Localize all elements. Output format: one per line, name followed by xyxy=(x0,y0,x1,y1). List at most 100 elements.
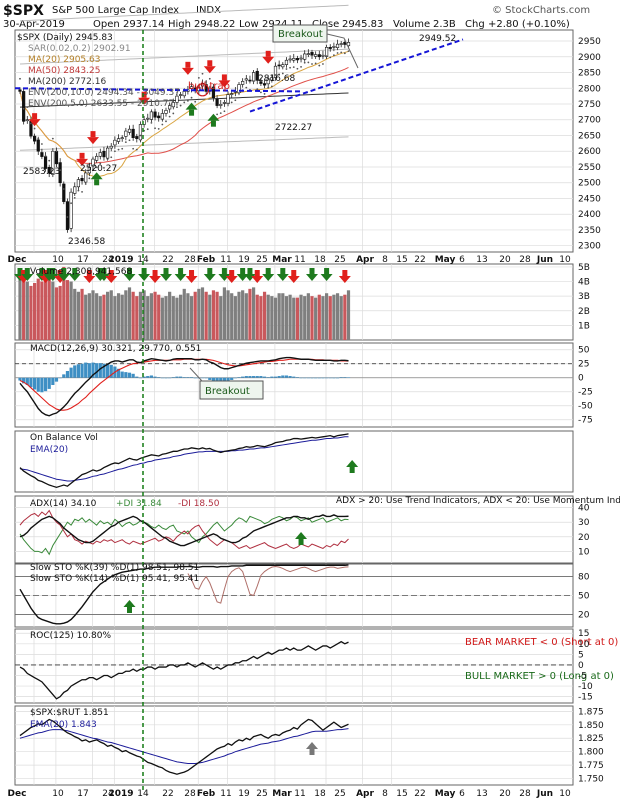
candle-body xyxy=(215,98,219,106)
x-tick-label-bottom: 6 xyxy=(459,789,465,799)
volume-buy-arrow-stem xyxy=(163,268,169,274)
legend-env10: ENV(200,10.0) 2494.34 - 3049.37 xyxy=(28,88,180,98)
macd-histogram-bar xyxy=(226,377,230,382)
frame-roc xyxy=(14,628,574,704)
sar-dot xyxy=(114,150,116,153)
sar-dot xyxy=(307,61,310,64)
candle-body xyxy=(255,70,259,81)
volume-bar xyxy=(168,291,172,340)
sar-dot xyxy=(135,148,138,151)
macd-title: MACD(12,26,9) 30.321, 29.770, 0.551 xyxy=(30,344,201,354)
x-tick-label-top: Dec xyxy=(8,255,27,265)
macd-histogram-bar xyxy=(142,376,146,378)
candle-body xyxy=(51,150,55,175)
obv-panel xyxy=(19,433,359,489)
ratio-line xyxy=(19,718,349,775)
price-panel-title: $SPX (Daily) 2945.83 xyxy=(17,33,113,43)
volume-bar xyxy=(69,281,73,340)
sar-dot xyxy=(73,196,76,199)
sar-dot xyxy=(289,66,291,69)
macd-histogram-bar xyxy=(22,377,26,384)
macd-tick-label: 25 xyxy=(578,360,589,370)
macd-histogram-bar xyxy=(284,375,289,378)
volume-bar xyxy=(252,287,256,340)
high-value: 2948.22 xyxy=(194,19,235,30)
macd-breakout-pointer xyxy=(189,367,203,382)
candle-body xyxy=(324,47,329,57)
macd-histogram-bar xyxy=(332,377,336,379)
open-label: Open xyxy=(93,19,120,30)
candle-body xyxy=(18,89,22,92)
volume-bar xyxy=(273,297,278,340)
x-tick-label-top: May xyxy=(435,255,456,265)
volume-sell-arrow-stem xyxy=(229,270,235,276)
volume-sell-arrow-head xyxy=(185,276,198,283)
roc-line xyxy=(19,640,349,700)
annotation-breakout: Breakout xyxy=(278,29,323,40)
candle-body xyxy=(270,77,274,81)
roc-tick-label: -5 xyxy=(578,672,587,682)
volume-bar xyxy=(146,296,150,340)
volume-bar xyxy=(343,294,347,340)
macd-histogram-bar xyxy=(266,377,270,378)
sar-dot xyxy=(292,66,295,69)
sar-dot xyxy=(172,112,175,115)
macd-histogram-bar xyxy=(273,376,278,378)
volume-bar xyxy=(22,278,26,340)
sar-dot xyxy=(81,190,83,193)
volume-sell-arrow-head xyxy=(105,276,118,283)
macd-histogram-bar xyxy=(259,376,263,378)
x-tick-label-bottom: Dec xyxy=(8,789,27,799)
sto39-line xyxy=(19,564,349,625)
adx-minus-di: -DI 18.50 xyxy=(178,499,220,509)
volume-buy-arrow-stem xyxy=(240,268,246,274)
axis-labels: 2950290028502800275027002650260025502500… xyxy=(578,37,604,785)
ratio-tick-label: 1.775 xyxy=(578,761,604,771)
price-sell-arrow-stem xyxy=(90,131,96,138)
x-tick-label-top: 22 xyxy=(414,255,425,265)
candle-body xyxy=(87,166,91,174)
price-buy-arrow-stem xyxy=(210,120,216,127)
x-tick-label-bottom: Jun xyxy=(536,789,553,799)
macd-histogram-bar xyxy=(138,377,143,379)
volume-bar xyxy=(106,291,110,340)
macd-histogram-bar xyxy=(116,368,121,378)
sto39-title: Slow STO %K(39) %D(1) 98.51, 98.51 xyxy=(30,563,199,573)
volume-bar xyxy=(299,294,303,340)
x-tick-label-bottom: 10 xyxy=(559,789,571,799)
sar-dot xyxy=(296,67,299,70)
volume-bar xyxy=(241,290,245,340)
sar-dot xyxy=(219,112,222,115)
exchange-label: INDX xyxy=(196,5,221,16)
roc-tick-label: -10 xyxy=(578,682,593,692)
candle-body xyxy=(102,150,106,158)
candle-body xyxy=(219,104,223,106)
macd-histogram-bar xyxy=(335,377,340,379)
ratio-tick-label: 1.750 xyxy=(578,775,604,785)
volume-bar xyxy=(95,293,99,340)
sar-dot xyxy=(201,72,204,75)
volume-bar xyxy=(281,293,285,340)
volume-bar xyxy=(138,291,143,340)
sar-dot xyxy=(51,137,54,140)
price-panel xyxy=(14,4,464,233)
macd-histogram-bar xyxy=(252,376,256,378)
sar-dot xyxy=(256,88,259,91)
volume-bar xyxy=(76,291,80,340)
x-tick-label-bottom: 19 xyxy=(238,789,250,799)
volume-buy-arrow-head xyxy=(306,274,318,281)
macd-histogram-bar xyxy=(62,374,66,378)
candle-body xyxy=(153,111,157,118)
price-buy-arrow-head xyxy=(185,102,198,110)
sar-dot xyxy=(157,127,160,130)
volume-buy-arrow-head xyxy=(243,274,256,281)
sar-dot xyxy=(336,52,339,54)
candle-body xyxy=(266,78,270,85)
price-sell-arrow-head xyxy=(87,137,99,145)
sar-dot xyxy=(270,85,273,88)
volume-bar xyxy=(160,297,164,340)
volume-bar xyxy=(284,296,289,340)
candle-body xyxy=(168,105,172,110)
price-tick-label: 2800 xyxy=(578,84,601,94)
x-tick-label-top: 18 xyxy=(314,255,326,265)
